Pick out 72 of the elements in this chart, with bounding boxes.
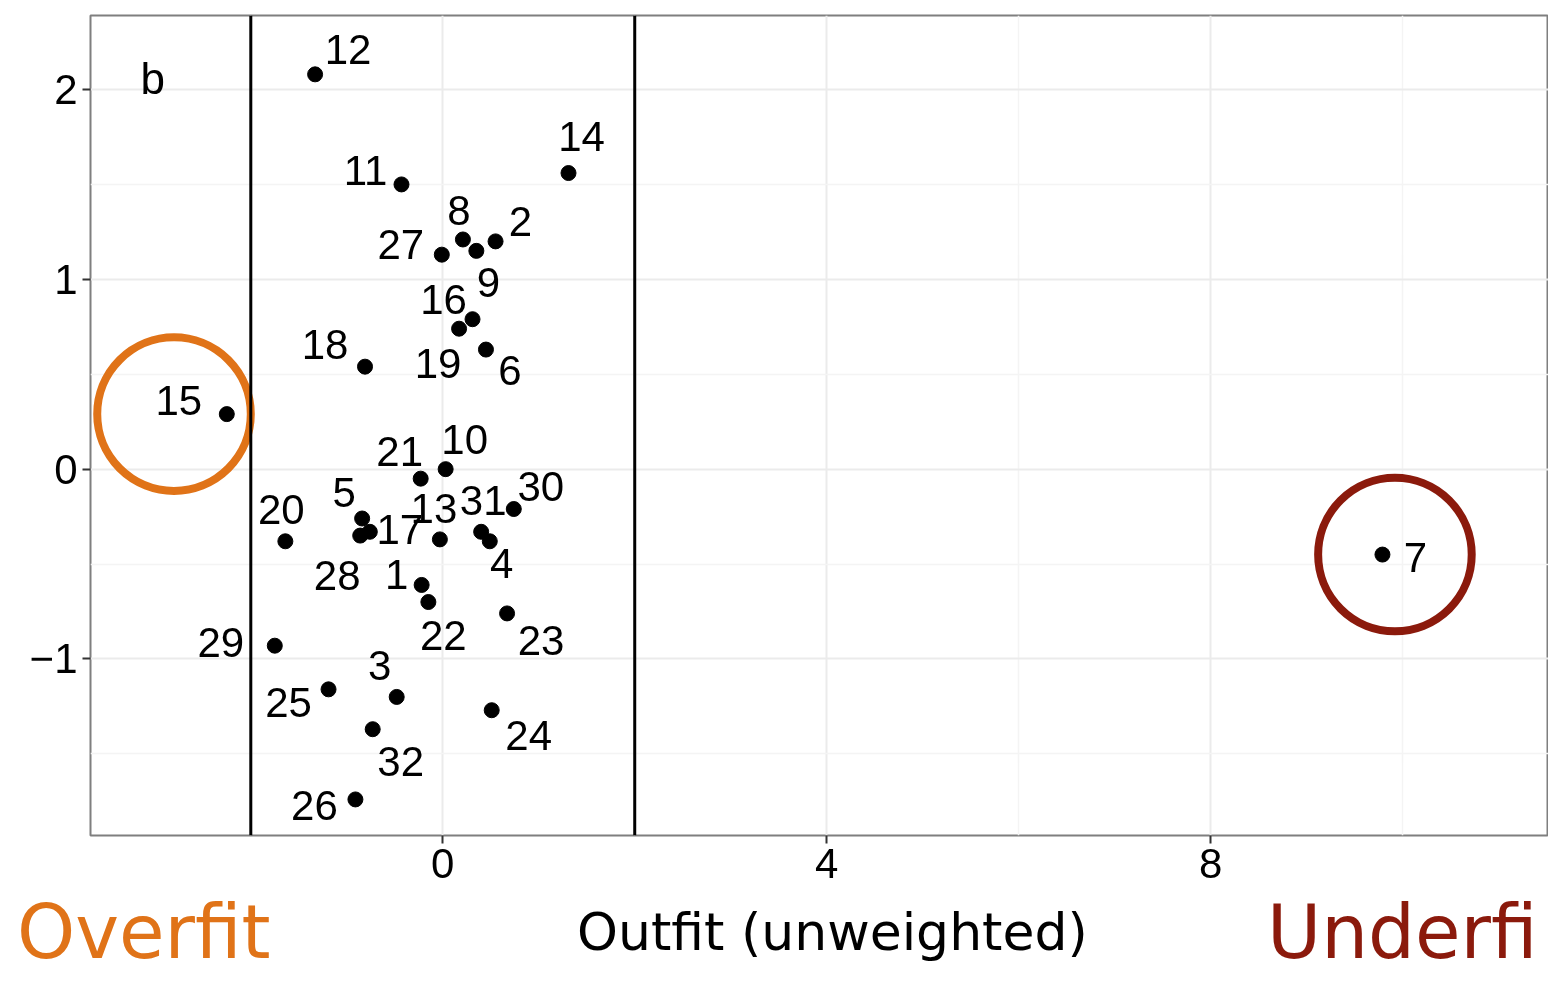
point: [364, 721, 381, 738]
annotation: 23: [517, 616, 565, 664]
x-axis-title: Outfit (unweighted): [577, 901, 1088, 964]
annotation: 27: [377, 221, 425, 269]
point: [433, 246, 450, 263]
point: [468, 242, 485, 259]
point: [560, 165, 577, 182]
point: [483, 702, 500, 719]
annotation: 26: [291, 781, 338, 829]
annotation: 28: [313, 552, 361, 600]
annotation: 5: [332, 469, 356, 517]
y-tick-label: 0: [54, 445, 78, 493]
y-tick-label: 2: [54, 66, 78, 114]
point: [473, 523, 490, 540]
point: [487, 233, 504, 250]
x-tick-label: 8: [1198, 839, 1223, 887]
annotation: 21: [376, 428, 424, 476]
annotation: 20: [257, 485, 305, 533]
annotation: 25: [265, 678, 312, 726]
annotation: 4: [490, 539, 514, 587]
annotation: 1: [384, 551, 409, 599]
annotation: 16: [420, 275, 467, 323]
text: Underfi: [1267, 888, 1538, 977]
point: [277, 533, 294, 550]
point: [352, 527, 369, 544]
x-tick-label: 0: [431, 839, 455, 887]
point: [420, 594, 437, 611]
point: [464, 311, 481, 328]
point: [413, 576, 430, 593]
point: [454, 231, 471, 248]
point: [307, 66, 324, 83]
annotation: 19: [414, 340, 462, 388]
annotation: 18: [301, 321, 349, 369]
point: [388, 688, 405, 705]
annotation: 11: [343, 146, 388, 194]
annotation: 15: [155, 376, 203, 424]
annotation: 6: [498, 347, 522, 395]
annotation: 7: [1403, 534, 1428, 582]
point: [218, 406, 235, 423]
point: [431, 531, 448, 548]
point: [437, 461, 454, 478]
annotation: 22: [420, 611, 467, 659]
annotation: 14: [558, 112, 605, 160]
annotation: 12: [324, 25, 372, 73]
point: [357, 358, 374, 375]
point: [412, 470, 429, 487]
annotation: b: [140, 53, 165, 103]
point: [451, 320, 468, 337]
point: [320, 681, 337, 698]
text: Overfit: [17, 888, 271, 977]
point: [477, 341, 494, 358]
point: [393, 176, 410, 193]
y-tick-label: −1: [29, 635, 78, 683]
annotation: 29: [197, 619, 245, 667]
annotation: 9: [476, 259, 501, 307]
point: [354, 510, 371, 527]
point: [481, 533, 498, 550]
annotation: 32: [377, 737, 425, 785]
point: [266, 637, 283, 654]
x-tick-label: 4: [815, 839, 839, 887]
annotation: 31: [459, 477, 507, 525]
point: [499, 605, 516, 622]
y-tick-label: 1: [54, 255, 78, 303]
annotation: 2: [508, 197, 533, 245]
annotation: 10: [441, 415, 488, 463]
annotation: 8: [447, 186, 471, 234]
point: [505, 501, 522, 517]
annotation: 24: [505, 711, 553, 759]
annotation: 3: [368, 642, 392, 690]
annotation: 30: [517, 462, 565, 510]
point: [347, 791, 364, 808]
point: [1374, 546, 1391, 563]
